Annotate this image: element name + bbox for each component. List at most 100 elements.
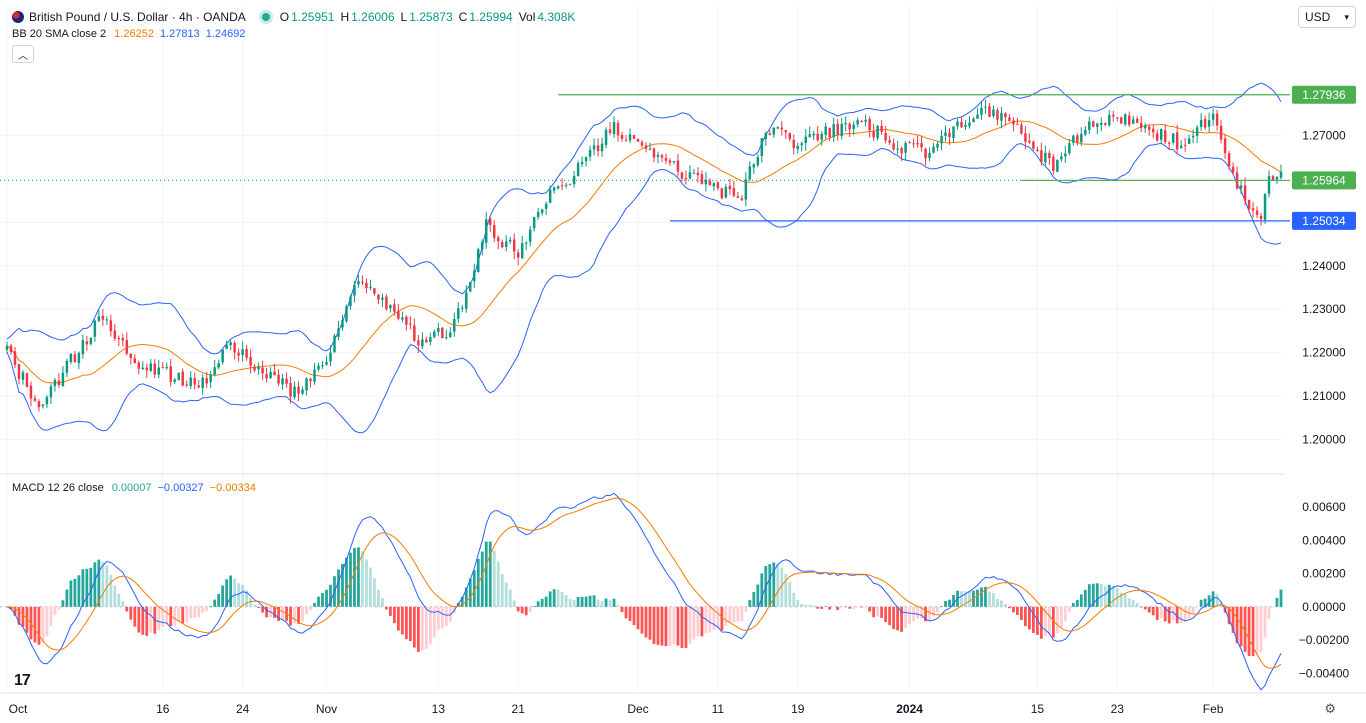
candle-body — [1179, 145, 1183, 149]
candle-body — [776, 127, 780, 129]
macd-hist-bar — [157, 606, 161, 631]
candle-body — [1187, 138, 1191, 144]
bb-legend-label[interactable]: BB 20 SMA close 2 — [12, 28, 107, 40]
macd-hist-bar — [460, 596, 464, 607]
candle-body — [564, 184, 568, 186]
candle — [1072, 134, 1075, 146]
candle — [1131, 115, 1135, 125]
macd-hist-bar — [508, 589, 512, 607]
candle — [876, 124, 879, 141]
candle-body — [49, 386, 53, 398]
macd-hist-bar — [756, 584, 760, 607]
candle — [808, 126, 811, 138]
macd-tick-label: 0.00400 — [1302, 533, 1346, 547]
symbol-title[interactable]: British Pound / U.S. Dollar · 4h · OANDA — [29, 10, 246, 24]
horizontal-levels[interactable] — [0, 94, 1290, 222]
candle-body — [1211, 113, 1215, 120]
candle — [185, 380, 188, 388]
candle-body — [381, 297, 384, 300]
bb-basis-line — [6, 120, 1282, 384]
candle — [688, 165, 692, 180]
candle-body — [932, 146, 935, 153]
macd-hist-bar — [349, 552, 352, 607]
macd-hist-bar — [109, 574, 113, 607]
candle-body — [1104, 123, 1107, 126]
candle — [437, 322, 440, 336]
macd-hist-bar — [1127, 598, 1131, 607]
candle — [828, 127, 831, 142]
currency-select[interactable]: USD ▾ — [1298, 6, 1356, 28]
candle — [117, 335, 121, 347]
candle — [441, 326, 444, 339]
candle — [273, 364, 276, 376]
price-tick-label: 1.20000 — [1302, 433, 1346, 447]
candle-body — [784, 130, 788, 133]
price-tag-bg — [1292, 171, 1356, 190]
time-axis[interactable]: Oct 16 24 Nov 13 21 Dec 11 19 2024 15 23 Feb — [0, 692, 1366, 716]
macd-hist-bar — [620, 606, 624, 613]
candle — [337, 320, 340, 341]
candle-body — [764, 133, 768, 139]
candle-body — [896, 148, 899, 150]
candle — [389, 304, 392, 313]
candle-body — [544, 203, 548, 209]
macd-hist-bar — [424, 606, 428, 650]
macd-hist-bar — [21, 606, 25, 627]
macd-hist-bar — [792, 592, 796, 607]
candle-body — [1020, 124, 1023, 134]
candle — [189, 371, 192, 390]
macd-hist-bar — [169, 606, 173, 627]
macd-legend-label[interactable]: MACD 12 26 close — [12, 482, 104, 494]
candle — [1263, 193, 1267, 224]
candle-body — [305, 378, 308, 391]
macd-hist-bar — [732, 606, 736, 623]
candle — [500, 239, 504, 249]
macd-hist-bar — [644, 606, 648, 638]
candle-body — [604, 129, 608, 145]
macd-hist-bar — [193, 606, 197, 618]
candle — [449, 327, 452, 339]
tradingview-logo-icon[interactable]: 17 — [14, 672, 31, 689]
candle — [393, 299, 396, 316]
macd-hist-bar — [1151, 606, 1155, 616]
macd-hist-bar — [73, 578, 77, 607]
candle — [129, 353, 133, 365]
collapse-legend-button[interactable]: ︿ — [12, 45, 34, 63]
macd-hist-bar — [896, 606, 900, 631]
candle-body — [1112, 114, 1115, 117]
candle — [229, 339, 232, 351]
gear-icon[interactable]: ⚙ — [1324, 701, 1336, 716]
candle — [496, 235, 500, 250]
candle-body — [249, 356, 252, 366]
candle-body — [600, 143, 604, 152]
macd-hist-bar — [1231, 606, 1235, 633]
candle — [972, 117, 975, 123]
candle-body — [620, 134, 624, 139]
time-tick-label: 24 — [236, 702, 250, 716]
macd-hist-bar — [89, 567, 93, 607]
candle-body — [872, 131, 875, 138]
macd-hist-bar — [1243, 606, 1247, 652]
candle-body — [133, 358, 137, 363]
candle-body — [696, 172, 700, 176]
macd-hist-bar — [221, 585, 225, 607]
candle — [636, 138, 640, 143]
candle — [604, 127, 608, 149]
candle — [848, 122, 851, 138]
candle — [812, 130, 815, 141]
macd-hist-bar — [93, 562, 97, 607]
macd-line-value: −0.00327 — [157, 482, 204, 494]
candle — [580, 156, 584, 167]
macd-tick-label: 0.00200 — [1302, 567, 1346, 581]
candle — [624, 135, 628, 142]
macd-hist-bar — [357, 547, 360, 607]
macd-hist-bar — [820, 606, 824, 609]
candle-body — [796, 145, 799, 150]
candle-body — [1251, 208, 1255, 211]
macd-hist-bar — [472, 570, 476, 607]
macd-hist-bar — [632, 606, 636, 626]
macd-hist-bar — [860, 606, 864, 608]
candle — [568, 183, 572, 186]
macd-axis[interactable]: 0.00600 0.00400 0.00200 0.00000 −0.00200 −0.0… — [1299, 500, 1350, 680]
